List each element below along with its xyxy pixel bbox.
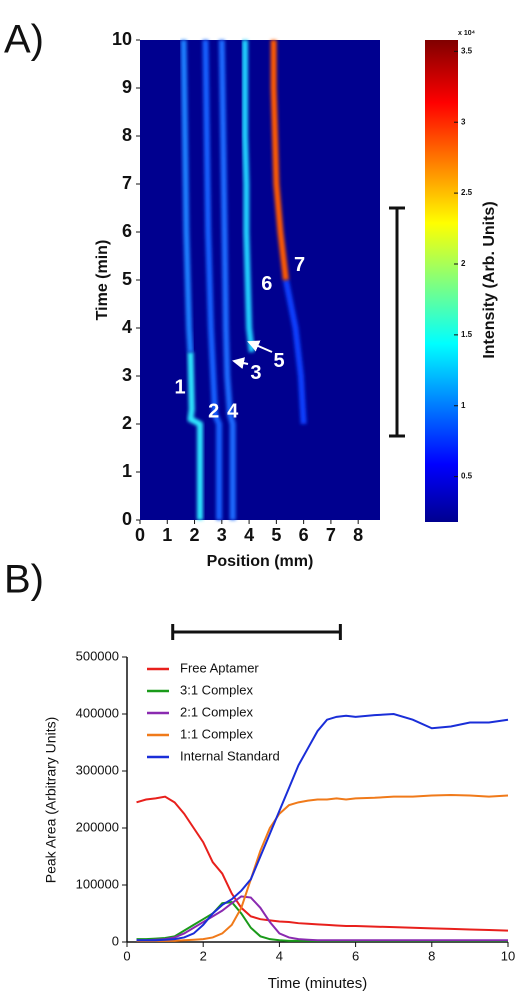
y-tick-label: 100000 xyxy=(76,876,119,891)
legend-label: 1:1 Complex xyxy=(180,726,253,741)
panel-label: A) xyxy=(4,18,44,62)
y-tick-label: 9 xyxy=(122,77,132,97)
y-tick-label: 8 xyxy=(122,125,132,145)
colorbar-multiplier: x 10⁴ xyxy=(458,30,476,37)
x-tick-label: 0 xyxy=(123,948,130,963)
x-tick-label: 6 xyxy=(352,948,359,963)
line xyxy=(136,793,509,942)
legend-label: 2:1 Complex xyxy=(180,704,253,719)
colorbar-tick-label: 1.5 xyxy=(461,330,473,339)
colorbar-tick-label: 2.5 xyxy=(461,188,473,197)
y-tick-label: 5 xyxy=(122,269,132,289)
y-tick-label: 1 xyxy=(122,461,132,481)
x-axis-label: Position (mm) xyxy=(207,553,314,570)
band xyxy=(270,40,289,281)
x-tick-label: 2 xyxy=(190,525,200,545)
legend-label: Free Aptamer xyxy=(180,660,259,675)
band xyxy=(202,39,223,520)
y-tick-label: 500000 xyxy=(76,648,119,663)
y-tick-label: 4 xyxy=(122,317,132,337)
annotation: 7 xyxy=(294,254,305,276)
arrow xyxy=(232,357,249,369)
panel-b: 0 2 4 6 8 10 0 100000 200000 300000 400000 500000 Ti… xyxy=(43,624,515,992)
x-tick-label: 4 xyxy=(244,525,254,545)
x-tick-label: 0 xyxy=(135,525,145,545)
legend-label: Internal Standard xyxy=(180,748,280,763)
line xyxy=(136,895,508,942)
band xyxy=(180,39,194,353)
heatmap-background xyxy=(140,40,380,520)
y-tick-label: 10 xyxy=(112,29,132,49)
colorbar-tick-label: 1 xyxy=(461,401,466,410)
band xyxy=(282,279,307,425)
annotation: 2 xyxy=(208,400,219,422)
x-tick-label: 5 xyxy=(271,525,281,545)
colorbar-label: Intensity (Arb. Units) xyxy=(481,201,498,358)
y-tick-label: 2 xyxy=(122,413,132,433)
y-tick-label: 0 xyxy=(112,933,119,948)
y-tick-label: 7 xyxy=(122,173,132,193)
x-tick-label: 7 xyxy=(326,525,336,545)
x-tick-label: 2 xyxy=(200,948,207,963)
annotation: 4 xyxy=(227,400,239,422)
y-tick-label: 6 xyxy=(122,221,132,241)
annotation: 1 xyxy=(175,376,186,398)
annotation: 3 xyxy=(250,362,261,384)
line xyxy=(136,795,509,932)
y-axis-label: Time (min) xyxy=(94,240,111,321)
band xyxy=(218,39,236,520)
band xyxy=(187,351,203,520)
y-tick-label: 300000 xyxy=(76,762,119,777)
y-axis-label: Peak Area (Arbitrary Units) xyxy=(43,717,59,884)
legend-label: 3:1 Complex xyxy=(180,682,253,697)
y-tick-label: 400000 xyxy=(76,705,119,720)
colorbar-tick-label: 3 xyxy=(461,117,466,126)
x-tick-label: 10 xyxy=(501,948,515,963)
bracket xyxy=(171,624,342,640)
x-tick-label: 3 xyxy=(217,525,227,545)
annotation: 6 xyxy=(261,273,272,295)
y-tick-label: 200000 xyxy=(76,819,119,834)
line xyxy=(136,712,509,942)
bracket xyxy=(389,206,405,438)
arrow xyxy=(247,340,273,353)
x-tick-label: 1 xyxy=(162,525,172,545)
x-axis-label: Time (minutes) xyxy=(268,975,367,992)
panel-label: B) xyxy=(4,558,44,602)
colorbar xyxy=(425,40,458,522)
x-tick-label: 8 xyxy=(428,948,435,963)
x-tick-label: 4 xyxy=(276,948,283,963)
y-tick-label: 0 xyxy=(122,509,132,529)
annotation: 5 xyxy=(274,350,285,372)
y-tick-label: 3 xyxy=(122,365,132,385)
x-tick-label: 8 xyxy=(353,525,363,545)
band xyxy=(242,40,255,353)
colorbar-tick-label: 2 xyxy=(461,259,466,268)
x-tick-label: 6 xyxy=(299,525,309,545)
colorbar-tick-label: 0.5 xyxy=(461,472,473,481)
colorbar-tick-label: 3.5 xyxy=(461,46,473,55)
